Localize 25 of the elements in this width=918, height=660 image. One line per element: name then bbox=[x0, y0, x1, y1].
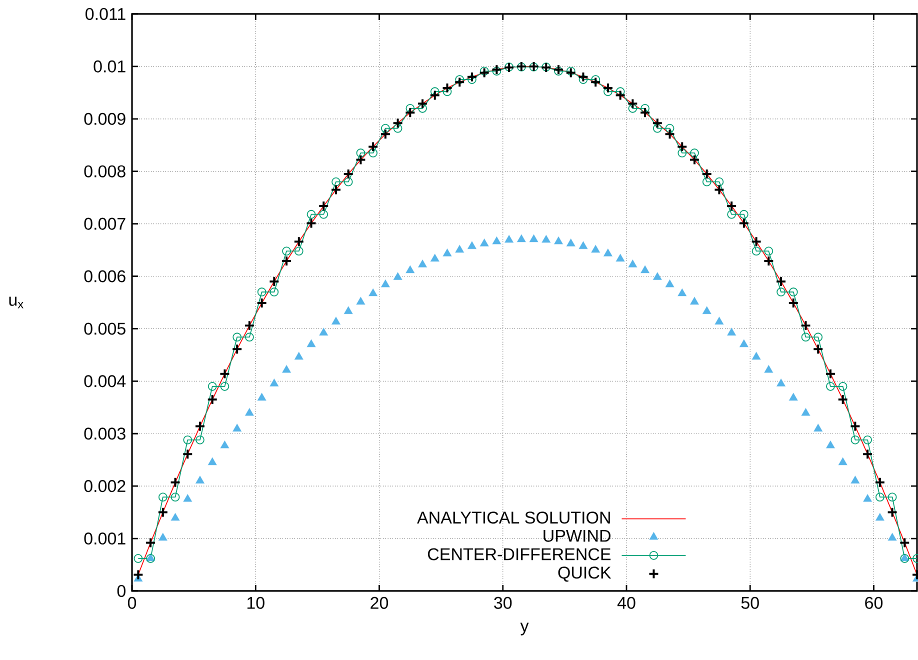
x-tick-label: 50 bbox=[741, 596, 759, 609]
y-axis-title: u$_{x}$ bbox=[9, 296, 24, 308]
legend-label: UPWIND bbox=[544, 530, 610, 542]
legend-label: QUICK bbox=[558, 566, 612, 582]
y-tick-label: 0.008 bbox=[84, 165, 126, 178]
y-tick-label: 0.011 bbox=[86, 8, 126, 20]
y-tick-label: 0.002 bbox=[84, 480, 126, 492]
y-tick-label: 0 bbox=[117, 584, 126, 598]
y-tick-label: 0.006 bbox=[84, 270, 126, 282]
x-tick-label: 40 bbox=[617, 596, 636, 609]
y-tick-label: 0.01 bbox=[94, 60, 126, 72]
x-tick-label: 0 bbox=[128, 596, 136, 609]
y-tick-label: 0.005 bbox=[84, 322, 126, 335]
y-tick-label: 0.003 bbox=[84, 428, 126, 440]
y-tick-label: 0.001 bbox=[84, 532, 126, 545]
y-tick-label: 0.007 bbox=[84, 218, 126, 230]
y-tick-label: 0.004 bbox=[84, 375, 126, 388]
x-tick-label: 10 bbox=[247, 596, 264, 609]
x-tick-label: 30 bbox=[494, 596, 512, 609]
x-tick-label: 60 bbox=[865, 596, 883, 609]
x-axis-title: y bbox=[520, 622, 529, 636]
legend-label: CENTER-DIFFERENCE bbox=[428, 548, 611, 560]
legend-label: ANALYTICAL SOLUTION bbox=[417, 512, 610, 524]
y-tick-label: 0.009 bbox=[84, 112, 126, 125]
x-tick-label: 20 bbox=[370, 596, 388, 609]
